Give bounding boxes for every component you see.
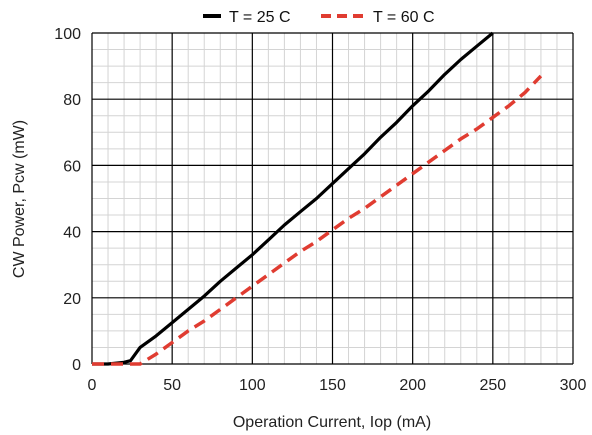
y-tick-label: 80	[63, 92, 81, 109]
legend: T = 25 C T = 60 C	[203, 9, 435, 26]
x-tick-label: 300	[560, 377, 587, 394]
x-tick-label: 100	[239, 377, 266, 394]
series-line-1	[92, 31, 494, 366]
y-tick-label: 100	[54, 26, 81, 43]
x-tick-label: 0	[88, 377, 97, 394]
series-line-2	[92, 74, 543, 366]
y-axis-title: CW Power, Pcw (mW)	[11, 120, 28, 278]
x-axis-title: Operation Current, Iop (mA)	[233, 414, 431, 431]
y-tick-label: 0	[72, 357, 81, 374]
x-tick-label: 250	[479, 377, 506, 394]
legend-label-series-2: T = 60 C	[373, 9, 435, 26]
major-grid	[91, 32, 574, 365]
legend-label-series-1: T = 25 C	[229, 9, 291, 26]
x-tick-labels: 0 50 100 150 200 250 300	[88, 377, 587, 394]
x-tick-label: 50	[163, 377, 181, 394]
series-layer	[92, 31, 543, 366]
y-tick-label: 20	[63, 291, 81, 308]
y-tick-labels: 0 20 40 60 80 100	[54, 26, 81, 374]
y-tick-label: 60	[63, 158, 81, 175]
y-tick-label: 40	[63, 225, 81, 242]
x-tick-label: 150	[319, 377, 346, 394]
x-tick-label: 200	[399, 377, 426, 394]
